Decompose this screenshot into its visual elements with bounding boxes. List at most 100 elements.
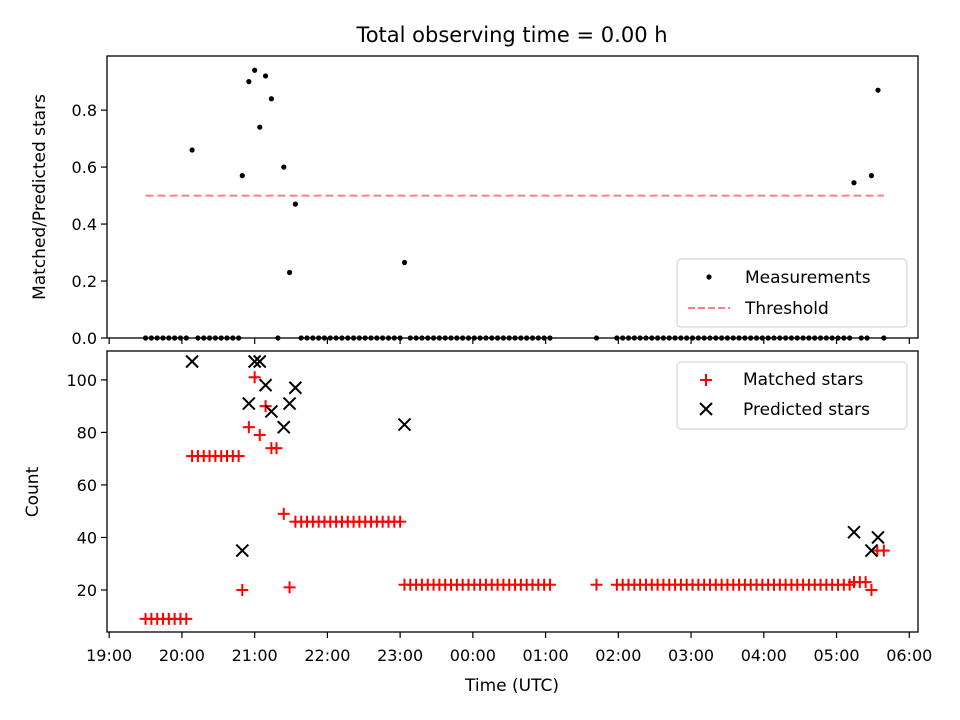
- x-tick-label: 22:00: [304, 646, 350, 665]
- bottom-legend: Matched stars Predicted stars: [676, 361, 908, 430]
- bottom-y-tick-label: 100: [66, 371, 97, 390]
- x-tick-label: 01:00: [523, 646, 569, 665]
- top-axes-frame: [106, 55, 919, 339]
- top-y-tick-label: 0.2: [72, 272, 97, 291]
- predicted-star-marker: [864, 543, 879, 558]
- top-y-tick-label: 0.8: [72, 101, 97, 120]
- measurement-point: [292, 201, 298, 207]
- measurement-point: [401, 259, 408, 266]
- measurement-point: [262, 73, 269, 79]
- matched-star-marker: [242, 421, 255, 434]
- x-tick-label: 20:00: [159, 646, 205, 665]
- predicted-star-marker: [277, 420, 291, 434]
- predicted-star-marker: [264, 404, 279, 419]
- figure-title: Total observing time = 0.00 h: [355, 23, 667, 47]
- x-tick-label: 21:00: [232, 646, 278, 665]
- matched-star-marker: [253, 429, 266, 442]
- predicted-star-marker: [871, 530, 885, 545]
- predicted-star-marker-b: [871, 530, 885, 545]
- matched-star-marker: [283, 581, 296, 594]
- matched-star-marker: [248, 371, 261, 384]
- measurement-point: [239, 173, 245, 179]
- bottom-y-tick-label: 60: [77, 476, 97, 495]
- predicted-star-marker-b: [288, 381, 303, 395]
- x-tick-label: 19:00: [86, 646, 132, 665]
- matched-star-marker: [394, 515, 407, 528]
- x-tick-label: 03:00: [668, 646, 714, 665]
- top-x-ticks: [108, 338, 910, 344]
- predicted-star-marker: [282, 396, 297, 411]
- predicted-star-marker-b: [847, 525, 861, 539]
- matched-star-marker: [270, 442, 283, 455]
- top-panel: 0.00.20.40.60.8 Matched/Predicted stars …: [30, 55, 919, 348]
- bottom-y-axis-label: Count: [23, 466, 43, 517]
- predicted-star-marker: [247, 354, 262, 369]
- matched-star-marker: [232, 450, 245, 463]
- predicted-star-marker-b: [397, 417, 412, 432]
- legend-label-predicted: Predicted stars: [743, 400, 870, 420]
- top-y-axis-label: Matched/Predicted stars: [30, 94, 50, 300]
- legend-label-matched: Matched stars: [743, 370, 863, 390]
- x-tick-label: 02:00: [595, 646, 641, 665]
- matched-star-marker: [865, 583, 878, 596]
- predicted-star-marker-b: [282, 396, 297, 411]
- bottom-panel: 20 40 60 80 100 19:00 20:00 21:00 22:00 23:00 00:…: [23, 350, 932, 696]
- bottom-y-tick-label: 20: [77, 581, 97, 600]
- predicted-star-marker: [185, 354, 199, 369]
- legend-label-measurements: Measurements: [745, 268, 871, 288]
- legend-label-threshold: Threshold: [744, 299, 829, 319]
- measurement-point: [189, 147, 195, 153]
- legend-marker-predicted: [699, 402, 713, 416]
- measurement-point: [246, 79, 252, 85]
- bottom-x-ticks: 19:00 20:00 21:00 22:00 23:00 00:00 01:00 02:00…: [86, 632, 932, 665]
- predicted-star-marker-b: [253, 354, 267, 369]
- legend-marker-matched: [700, 374, 712, 386]
- predicted-star-marker: [288, 381, 303, 395]
- x-tick-label: 00:00: [450, 646, 496, 665]
- matched-star-marker: [236, 583, 249, 596]
- legend-marker-measurements: [706, 274, 712, 280]
- measurement-point: [252, 67, 258, 73]
- predicted-star-marker: [258, 378, 273, 392]
- matched-star-marker: [859, 576, 872, 589]
- bottom-axes-frame: [106, 350, 919, 633]
- top-y-tick-label: 0.0: [72, 329, 97, 348]
- predicted-star-marker: [847, 525, 861, 539]
- x-tick-label: 05:00: [813, 646, 859, 665]
- bottom-data-layer: [139, 354, 890, 625]
- predicted-star-marker: [235, 543, 249, 558]
- matched-star-marker: [590, 578, 603, 591]
- top-legend: Measurements Threshold: [676, 258, 908, 328]
- x-axis-label: Time (UTC): [464, 676, 559, 696]
- x-tick-label: 23:00: [377, 646, 423, 665]
- predicted-star-marker-b: [258, 378, 273, 392]
- predicted-star-marker-b: [185, 354, 199, 369]
- top-y-tick-label: 0.4: [72, 215, 97, 234]
- top-legend-box: [676, 258, 908, 328]
- bottom-legend-box: [676, 361, 908, 430]
- bottom-y-tick-label: 80: [77, 423, 97, 442]
- predicted-star-marker: [397, 417, 412, 432]
- measurement-point: [257, 124, 263, 130]
- top-y-ticks: 0.0 0.2 0.4 0.6 0.8: [72, 101, 107, 348]
- predicted-star-marker-b: [247, 354, 262, 369]
- measurement-point: [281, 164, 287, 170]
- matched-star-marker: [543, 578, 556, 591]
- bottom-y-ticks: 20 40 60 80 100: [66, 371, 107, 600]
- measurement-point: [286, 269, 293, 276]
- bottom-y-tick-label: 40: [77, 528, 97, 547]
- top-y-tick-label: 0.6: [72, 158, 97, 177]
- predicted-star-marker: [253, 354, 267, 369]
- predicted-star-marker: [242, 396, 256, 411]
- predicted-star-marker-b: [264, 404, 279, 419]
- predicted-star-marker-b: [864, 543, 879, 558]
- predicted-star-marker-b: [242, 396, 256, 411]
- measurement-point: [868, 173, 875, 179]
- measurement-point: [875, 87, 881, 93]
- x-tick-label: 06:00: [886, 646, 932, 665]
- predicted-star-marker-b: [235, 543, 249, 558]
- measurement-point: [851, 180, 857, 186]
- matched-star-marker: [877, 544, 890, 557]
